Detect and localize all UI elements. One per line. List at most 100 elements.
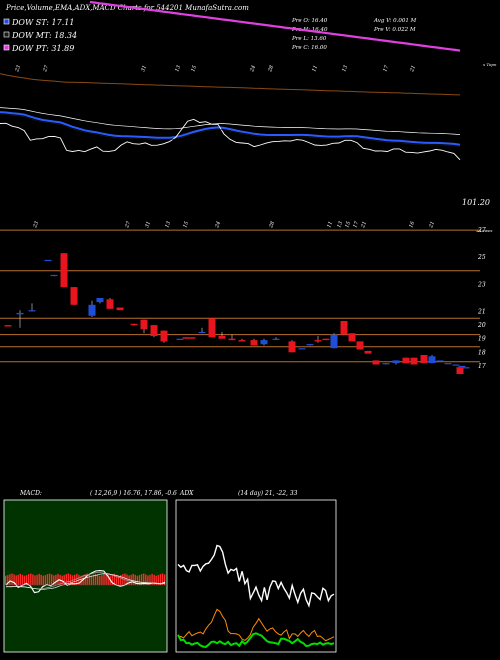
candle-date-tick: 17 <box>352 220 360 229</box>
macd-hist-bar <box>138 575 141 585</box>
macd-hist-bar <box>151 573 153 585</box>
macd-hist-bar <box>163 574 166 585</box>
macd-hist-bar <box>143 573 145 585</box>
candle-body <box>456 367 464 374</box>
macd-hist-bar <box>128 575 130 585</box>
candle-body <box>314 340 322 342</box>
ema-top-label: x Topn <box>483 62 497 67</box>
candle-date-tick: 27 <box>124 220 132 230</box>
macd-hist-bar <box>63 575 65 585</box>
candle-body <box>44 259 52 262</box>
candle-date-tick: 15 <box>182 221 190 229</box>
macd-hist-bar <box>76 573 78 585</box>
candle-y-tick: 23 <box>477 281 486 288</box>
macd-hist-bar <box>153 574 155 585</box>
macd-params: ( 12,26,9 ) 16.76, 17.86, -0.6 <box>90 490 177 497</box>
candle-body <box>392 360 400 364</box>
candle-body <box>28 310 36 312</box>
macd-hist-bar <box>23 575 26 585</box>
price-line <box>0 118 461 161</box>
candlestick-panel: x Lowes 23 27 31 13 15 24 28 11 13 15 17 21 16 21 272… <box>0 220 492 374</box>
macd-hist-bar <box>5 575 7 585</box>
macd-hist-bar <box>145 574 147 585</box>
candle-body <box>436 360 444 362</box>
candle-body <box>410 357 418 365</box>
macd-hist-bar <box>111 574 113 585</box>
candle-y-tick: 20 <box>477 322 486 329</box>
macd-hist-bar <box>15 575 17 585</box>
ema-date-tick: 13 <box>174 65 182 73</box>
macd-hist-bar <box>107 574 109 585</box>
legend-dow-pt: DOW PT: 31.89 <box>11 44 74 53</box>
candle-date-tick: 11 <box>326 221 334 229</box>
macd-hist-bar <box>42 575 44 585</box>
candle-body <box>382 363 390 365</box>
candle-body <box>420 355 428 364</box>
candle-body <box>106 299 114 309</box>
candle-body <box>150 325 158 336</box>
candle-body <box>188 337 196 339</box>
macd-hist-bar <box>46 574 49 585</box>
macd-panel: MACD: ( 12,26,9 ) 16.76, 17.86, -0.6 <box>3 490 177 653</box>
candle-date-tick: 13 <box>164 221 172 229</box>
candle-body <box>176 338 184 340</box>
ohlc-low: Pre L: 13.60 <box>291 36 327 42</box>
candle-body <box>348 333 356 342</box>
candle-body <box>4 325 12 327</box>
macd-line-0 <box>5 570 166 594</box>
ema-date-tick: 24 <box>249 65 257 74</box>
macd-hist-bar <box>113 573 116 585</box>
macd-hist-bar <box>28 574 30 585</box>
ohlc-readout: Pre O: 16.40 Pre H: 16.40 Pre L: 13.60 P… <box>291 18 417 51</box>
candle-date-tick: 24 <box>214 221 222 230</box>
macd-hist-bar <box>120 575 122 585</box>
candle-body <box>402 357 410 364</box>
macd-hist-bar <box>7 575 9 585</box>
macd-hist-bar <box>115 574 118 585</box>
macd-hist-bar <box>57 573 59 585</box>
ema-date-tick: 23 <box>14 65 22 74</box>
candle-body <box>250 340 258 346</box>
candle-body <box>340 321 348 335</box>
macd-hist-bar <box>101 575 103 585</box>
dow-pt-line <box>89 0 461 52</box>
candle-body <box>288 341 296 353</box>
macd-hist-bar <box>48 573 51 585</box>
chart-title: Price,Volume,EMA,ADX,MACD Charts for 544… <box>5 4 249 12</box>
candle-body <box>330 334 338 349</box>
adx-line-1 <box>177 608 335 642</box>
adx-frame <box>175 499 337 653</box>
macd-hist-bar <box>161 573 164 585</box>
legend-swatch-mt <box>3 31 10 38</box>
macd-hist-bar <box>34 575 36 585</box>
macd-hist-bar <box>30 573 32 585</box>
candle-body <box>238 340 246 342</box>
candle-body <box>298 348 306 350</box>
macd-hist-bar <box>97 574 99 585</box>
candle-date-tick: 23 <box>32 221 40 230</box>
adx-line-2 <box>177 632 335 648</box>
macd-hist-bar <box>19 573 21 585</box>
candle-body <box>322 338 330 341</box>
ohlc-open: Pre O: 16.40 <box>291 18 328 24</box>
adx-panel: ADX (14 day) 21, -22, 33 <box>175 490 337 653</box>
macd-hist-bar <box>147 575 149 585</box>
macd-hist-bar <box>105 573 107 585</box>
macd-hist-bar <box>103 574 105 585</box>
adx-title: ADX <box>179 490 194 497</box>
ema-date-tick: 13 <box>341 65 349 73</box>
macd-hist-bar <box>65 574 67 585</box>
candle-body <box>70 287 78 305</box>
ema-date-tick: 21 <box>409 65 417 74</box>
macd-hist-bar <box>149 574 151 585</box>
candle-body <box>306 344 314 346</box>
macd-hist-bar <box>130 574 132 585</box>
macd-hist-bar <box>92 574 95 585</box>
candle-body <box>182 337 190 339</box>
candle-date-tick: 31 <box>144 221 152 229</box>
candle-y-tick: 17 <box>478 363 486 370</box>
candle-body <box>140 319 148 330</box>
ema-short-line <box>0 111 461 146</box>
candle-body <box>260 340 268 345</box>
candle-body <box>88 304 96 316</box>
